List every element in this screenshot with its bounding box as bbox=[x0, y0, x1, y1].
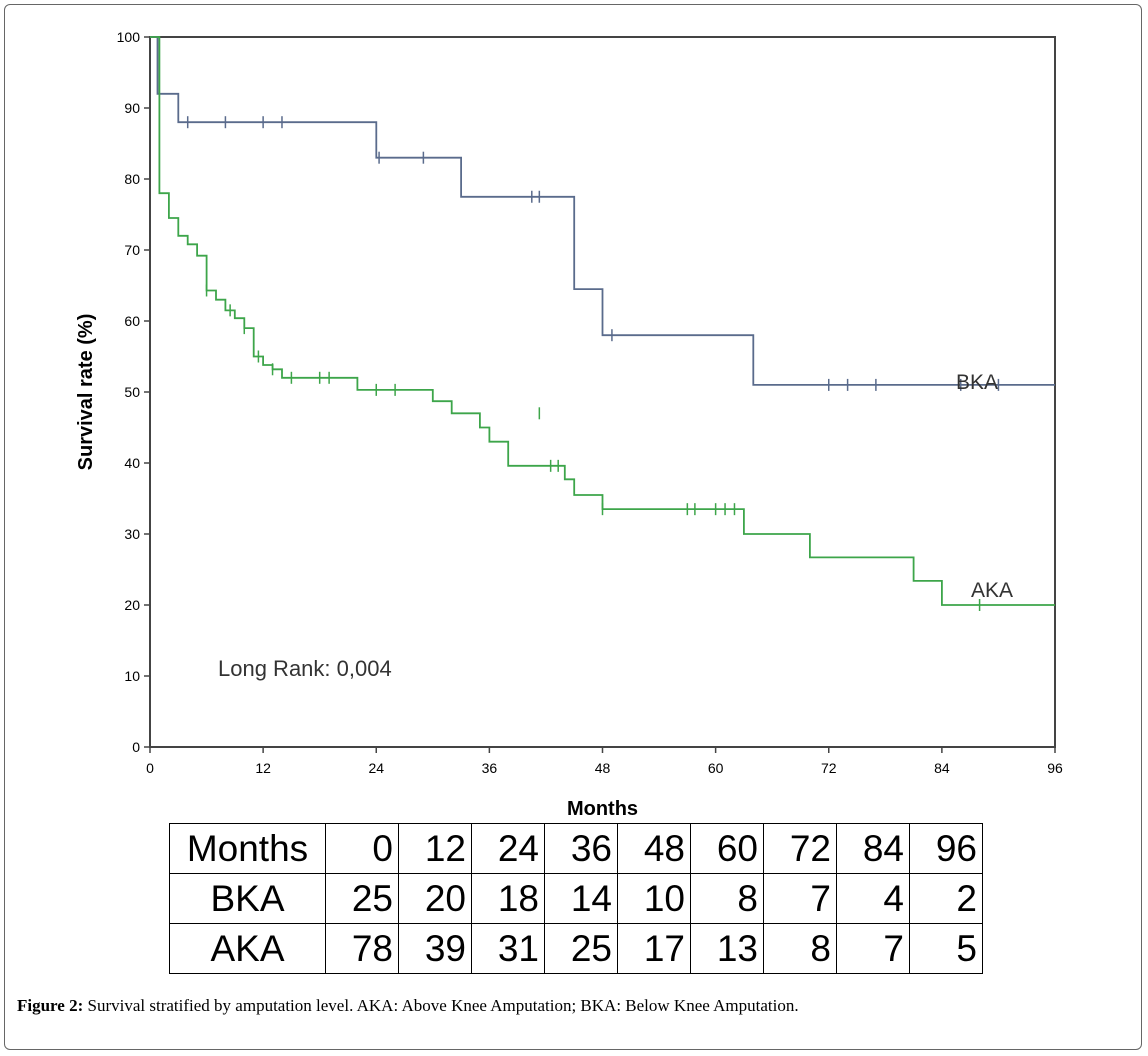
y-tick-label-100: 100 bbox=[117, 29, 141, 45]
table-cell-aka-48: 17 bbox=[617, 923, 691, 974]
table-row-aka: AKA 78 39 31 25 17 13 8 7 5 bbox=[169, 923, 983, 974]
series-label-aka: AKA bbox=[971, 579, 1013, 602]
table-cell-aka-84: 7 bbox=[836, 923, 910, 974]
table-month-24: 24 bbox=[471, 823, 545, 874]
figure-frame bbox=[4, 4, 1142, 1050]
y-tick-label-10: 10 bbox=[124, 668, 140, 684]
x-axis-title: Months bbox=[567, 798, 638, 820]
table-cell-aka-24: 31 bbox=[471, 923, 545, 974]
y-tick-label-80: 80 bbox=[124, 171, 140, 187]
y-axis-title: Survival rate (%) bbox=[75, 314, 97, 471]
table-row-months: Months 0 12 24 36 48 60 72 84 96 bbox=[169, 823, 983, 874]
figure-caption: Figure 2: Survival stratified by amputat… bbox=[17, 996, 799, 1016]
number-at-risk-table: Months 0 12 24 36 48 60 72 84 96 BKA 25 20 18 14 10 8 7 4 2… bbox=[169, 823, 983, 974]
plot-area-border bbox=[149, 36, 1056, 748]
table-cell-aka-12: 39 bbox=[398, 923, 472, 974]
table-cell-aka-60: 13 bbox=[690, 923, 764, 974]
table-cell-aka-72: 8 bbox=[763, 923, 837, 974]
series-layer bbox=[150, 36, 1055, 611]
y-tick-label-20: 20 bbox=[124, 597, 140, 613]
x-tick-label-96: 96 bbox=[1047, 760, 1063, 776]
table-cell-bka-84: 4 bbox=[836, 873, 910, 924]
long-rank-annotation: Long Rank: 0,004 bbox=[218, 656, 392, 681]
table-month-0: 0 bbox=[325, 823, 399, 874]
x-tick-label-24: 24 bbox=[368, 760, 384, 776]
x-tick-label-12: 12 bbox=[255, 760, 271, 776]
table-month-84: 84 bbox=[836, 823, 910, 874]
table-cell-bka-12: 20 bbox=[398, 873, 472, 924]
table-row-label-aka: AKA bbox=[169, 923, 326, 974]
y-tick-label-70: 70 bbox=[124, 242, 140, 258]
axes-layer: 0 10 20 30 40 50 60 70 80 90 100 0 12 24 36 48 60 72 84 96 bbox=[117, 29, 1063, 776]
caption-label: Figure 2: bbox=[17, 996, 84, 1015]
table-header-months: Months bbox=[169, 823, 326, 874]
table-cell-bka-48: 10 bbox=[617, 873, 691, 924]
table-month-60: 60 bbox=[690, 823, 764, 874]
table-cell-aka-36: 25 bbox=[544, 923, 618, 974]
y-tick-label-60: 60 bbox=[124, 313, 140, 329]
y-tick-label-90: 90 bbox=[124, 100, 140, 116]
caption-text: Survival stratified by amputation level.… bbox=[83, 996, 799, 1015]
label-layer: Months Survival rate (%) BKA AKA Long Rank: … bbox=[75, 314, 1013, 820]
table-cell-bka-0: 25 bbox=[325, 873, 399, 924]
table-cell-bka-24: 18 bbox=[471, 873, 545, 924]
table-cell-bka-36: 14 bbox=[544, 873, 618, 924]
y-tick-label-0: 0 bbox=[132, 739, 140, 755]
table-month-12: 12 bbox=[398, 823, 472, 874]
table-cell-aka-0: 78 bbox=[325, 923, 399, 974]
x-tick-label-48: 48 bbox=[595, 760, 611, 776]
x-tick-label-84: 84 bbox=[934, 760, 950, 776]
table-month-72: 72 bbox=[763, 823, 837, 874]
x-tick-label-72: 72 bbox=[821, 760, 837, 776]
series-line-bka bbox=[150, 36, 1055, 386]
y-tick-label-50: 50 bbox=[124, 384, 140, 400]
y-tick-label-30: 30 bbox=[124, 526, 140, 542]
table-cell-aka-96: 5 bbox=[909, 923, 983, 974]
x-tick-label-36: 36 bbox=[482, 760, 498, 776]
table-cell-bka-60: 8 bbox=[690, 873, 764, 924]
y-tick-label-40: 40 bbox=[124, 455, 140, 471]
table-month-48: 48 bbox=[617, 823, 691, 874]
x-tick-label-60: 60 bbox=[708, 760, 724, 776]
table-cell-bka-72: 7 bbox=[763, 873, 837, 924]
table-month-36: 36 bbox=[544, 823, 618, 874]
series-label-bka: BKA bbox=[956, 371, 998, 394]
table-row-label-bka: BKA bbox=[169, 873, 326, 924]
table-cell-bka-96: 2 bbox=[909, 873, 983, 924]
table-month-96: 96 bbox=[909, 823, 983, 874]
table-row-bka: BKA 25 20 18 14 10 8 7 4 2 bbox=[169, 873, 983, 924]
x-tick-label-0: 0 bbox=[146, 760, 154, 776]
